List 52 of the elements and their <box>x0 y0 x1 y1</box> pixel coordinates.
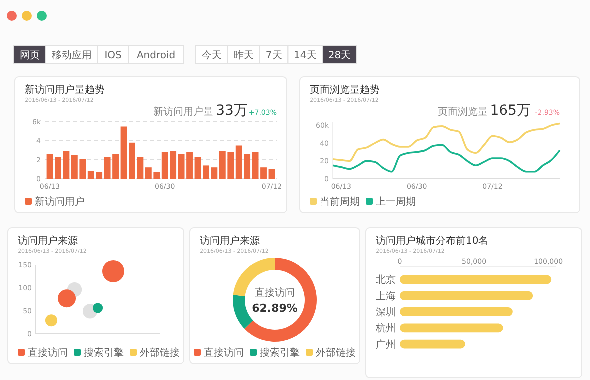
text: 14天 <box>294 50 317 62</box>
text: 165万 <box>490 103 531 119</box>
bar <box>46 154 54 179</box>
text: Android <box>136 50 176 62</box>
legend-label: 直接访问 <box>28 347 68 359</box>
text: 页面浏览量 <box>438 106 488 118</box>
chart-title: 页面浏览量趋势 <box>310 84 380 96</box>
bar <box>252 152 259 179</box>
y-tick-label: 广州 <box>376 338 396 351</box>
y-tick-label: 深圳 <box>376 306 396 318</box>
bar <box>268 170 276 179</box>
text: 28天 <box>328 50 352 62</box>
bar <box>400 340 466 349</box>
text: 今天 <box>202 50 222 62</box>
legend-label: 外部链接 <box>316 347 356 359</box>
chart-title: 访问用户来源 <box>200 235 260 247</box>
legend-label: 当前周期 <box>320 196 360 208</box>
bar <box>63 151 70 179</box>
bar <box>120 126 128 179</box>
y-tick-label: 北京 <box>376 274 396 286</box>
text: IOS <box>104 50 122 62</box>
text: 移动应用 <box>52 50 92 62</box>
legend-label: 直接访问 <box>204 347 244 359</box>
legend-label: 搜索引擎 <box>260 347 300 359</box>
bar <box>400 308 513 316</box>
bar <box>400 275 552 284</box>
legend-label: 搜索引擎 <box>84 347 124 359</box>
bar <box>194 157 202 179</box>
slice-label: 直接访问 <box>255 287 295 299</box>
text: 昨天 <box>234 50 254 62</box>
text: 33万 <box>216 103 248 119</box>
chart-title: 新访问用户量趋势 <box>25 84 105 96</box>
legend-label: 上一周期 <box>376 196 416 208</box>
line-series <box>332 144 561 173</box>
legend-label: 外部链接 <box>140 347 180 359</box>
text: 新访问用户量 <box>154 106 214 118</box>
line-series <box>332 122 561 162</box>
text: 网页 <box>20 50 40 62</box>
chart-title: 访问用户来源 <box>18 235 78 247</box>
donut-slice <box>244 258 317 342</box>
legend-label: 新访问用户 <box>35 196 85 208</box>
y-tick-label: 上海 <box>376 290 396 302</box>
data-label: 62.89% <box>252 302 298 315</box>
chart-title: 访问用户城市分布前10名 <box>376 235 489 247</box>
donut-slice <box>233 258 275 296</box>
bar <box>260 168 267 179</box>
bar <box>400 324 504 333</box>
text: 7天 <box>266 50 282 62</box>
bar <box>400 291 534 300</box>
bar <box>55 157 62 179</box>
y-tick-label: 杭州 <box>375 322 396 335</box>
donut-slice <box>233 295 254 329</box>
